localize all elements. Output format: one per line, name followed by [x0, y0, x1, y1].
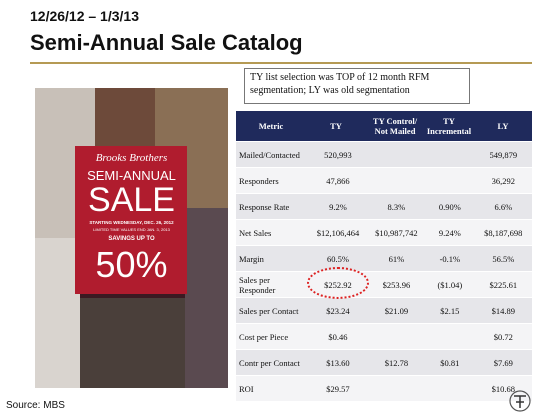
table-cell: $21.09: [384, 305, 409, 316]
table-cell: $7.69: [493, 357, 513, 368]
table-cell: Sales per Contact: [239, 305, 299, 316]
table-cell: $8,187,698: [484, 227, 523, 238]
table-cell: ($1.04): [437, 279, 463, 290]
table-cell: -0.1%: [439, 253, 461, 264]
table-row: Contr per Contact $13.60 $12.78 $0.81 $7.69: [236, 350, 532, 376]
column-header: TY Incremental: [426, 116, 472, 136]
table-cell: Sales per Responder: [239, 274, 276, 295]
table-cell: 9.24%: [438, 227, 461, 238]
table-cell: $0.81: [440, 357, 460, 368]
logo: [509, 390, 531, 412]
end-date: LIMITED TIME VALUES END JAN. 3, 2013: [93, 227, 170, 232]
brand: Brooks Brothers: [95, 152, 168, 164]
table-row: Cost per Piece $0.46 $0.72: [236, 324, 532, 350]
table-cell: Cost per Piece: [239, 331, 289, 342]
table-cell: $12,106,464: [316, 227, 360, 238]
table-cell: 47,866: [326, 175, 350, 186]
table-cell: 0.90%: [438, 201, 461, 212]
slide-title: Semi-Annual Sale Catalog: [30, 30, 303, 55]
photo: [80, 298, 185, 388]
start-date: STARTING WEDNESDAY, DEC. 26, 2012: [89, 220, 174, 225]
savings: SAVINGS UP TO: [108, 236, 155, 242]
results-table: Metric TY TY Control/ Not Mailed TY Increme…: [236, 111, 532, 402]
table-cell: $225.61: [489, 279, 518, 290]
catalog-cover: Brooks Brothers SEMI-ANNUAL SALE STARTIN…: [35, 88, 228, 388]
table-cell: 60.5%: [327, 253, 349, 264]
highlight-circle: [307, 267, 369, 299]
table-cell: Margin: [239, 253, 264, 264]
title-rule: [30, 62, 532, 64]
table-cell: $0.46: [328, 331, 348, 342]
table-cell: Contr per Contact: [239, 357, 300, 368]
table-cell: 36,292: [491, 175, 515, 186]
table-cell: $12.78: [384, 357, 409, 368]
photo: [185, 208, 228, 388]
table-cell: $13.60: [326, 357, 350, 368]
table-cell: 61%: [388, 253, 405, 264]
table-cell: Net Sales: [239, 227, 272, 238]
table-cell: $0.72: [493, 331, 513, 342]
date-range: 12/26/12 – 1/3/13: [30, 8, 139, 24]
table-cell: Responders: [239, 175, 279, 186]
headline: SEMI-ANNUAL: [87, 168, 176, 183]
table-cell: 520,993: [324, 149, 352, 160]
photo: [95, 88, 155, 148]
table-cell: 6.6%: [494, 201, 513, 212]
table-row: Mailed/Contacted 520,993 549,879: [236, 142, 532, 168]
table-cell: $2.15: [440, 305, 460, 316]
sale-panel: [75, 146, 187, 294]
table-cell: 8.3%: [387, 201, 406, 212]
table-row: Sales per Contact $23.24 $21.09 $2.15 $14.89: [236, 298, 532, 324]
column-header: LY: [497, 121, 509, 131]
column-header: TY Control/ Not Mailed: [372, 116, 418, 136]
table-row: Response Rate 9.2% 8.3% 0.90% 6.6%: [236, 194, 532, 220]
table-cell: $29.57: [326, 383, 350, 394]
header-row: Metric TY TY Control/ Not Mailed TY Increme…: [236, 111, 532, 142]
table-cell: ROI: [239, 383, 254, 394]
table-cell: $253.96: [382, 279, 411, 290]
table-cell: 56.5%: [492, 253, 515, 264]
table-row: Margin 60.5% 61% -0.1% 56.5%: [236, 246, 532, 272]
column-header: Metric: [258, 121, 284, 131]
table-cell: $23.24: [326, 305, 350, 316]
source: Source: MBS: [6, 400, 65, 411]
table-cell: Mailed/Contacted: [239, 149, 300, 160]
photo: [35, 238, 80, 388]
note: TY list selection was TOP of 12 month RF…: [244, 68, 470, 104]
table-row: Net Sales $12,106,464 $10,987,742 9.24% $8,1…: [236, 220, 532, 246]
table-row: ROI $29.57 $10.68: [236, 376, 532, 402]
sale-word: SALE: [88, 181, 175, 219]
table-cell: 549,879: [489, 149, 518, 160]
table-cell: $14.89: [491, 305, 515, 316]
table-cell: $10.68: [491, 383, 515, 394]
column-header: TY: [330, 121, 342, 131]
table-cell: $10,987,742: [375, 227, 418, 238]
table-cell: Response Rate: [239, 201, 290, 212]
table-row: Responders 47,866 36,292: [236, 168, 532, 194]
discount: 50%: [95, 244, 168, 285]
table-cell: 9.2%: [329, 201, 347, 212]
table-row: Sales per Responder $252.92 $253.96 ($1.04)…: [236, 272, 532, 298]
